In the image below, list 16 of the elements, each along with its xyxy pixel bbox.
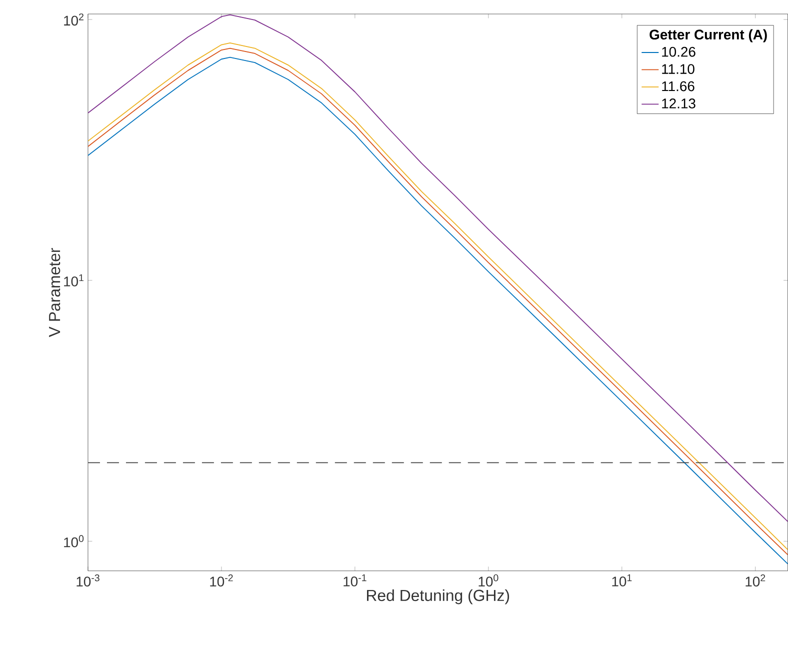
x-tick-label: 10$^{2}$ [746, 574, 766, 587]
x-tick-label: 10$^{-1}$ [344, 574, 366, 587]
x-tick-label: 10$^{0}$ [478, 574, 498, 587]
x-tick-label: 10$^{-2}$ [210, 574, 233, 587]
legend-label: 11.66 [662, 81, 694, 92]
y-tick-label: 10$^{1}$ [64, 274, 84, 286]
x-axis-title: Red Detuning (GHz) [367, 589, 510, 604]
legend-label: 12.13 [662, 98, 696, 108]
legend-label: 10.26 [662, 46, 696, 57]
y-tick-label: 10$^{0}$ [64, 535, 84, 548]
legend-label: 11.10 [662, 64, 694, 74]
y-axis-title: V Parameter [49, 248, 60, 338]
legend-title: Getter Current (A) [650, 29, 767, 42]
x-tick-label: 10$^{-3}$ [76, 574, 100, 587]
x-tick-label: 10$^{1}$ [612, 574, 632, 587]
y-tick-label: 10$^{2}$ [64, 14, 84, 26]
